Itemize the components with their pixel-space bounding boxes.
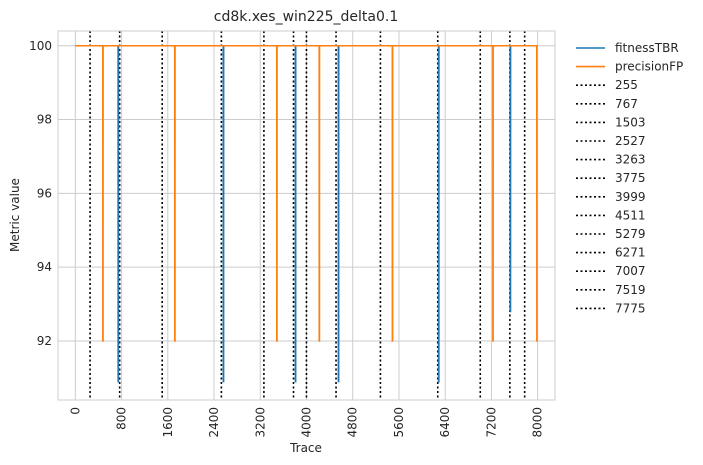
y-tick-label: 100 <box>29 39 52 53</box>
legend-label: 6271 <box>615 246 646 260</box>
legend-label: 7775 <box>615 301 646 315</box>
x-tick-label: 2400 <box>207 407 221 438</box>
y-tick-labels: 92 94 96 98 100 <box>29 39 52 348</box>
y-tick-label: 98 <box>37 113 52 127</box>
x-tick-label: 4000 <box>300 407 314 438</box>
x-tick-labels: 0 800 1600 2400 3200 4000 4800 5600 6400 7200 8000 <box>68 407 544 438</box>
legend-label: 2527 <box>615 134 646 148</box>
series-lines <box>75 44 538 383</box>
y-axis-label: Metric value <box>8 178 22 252</box>
x-tick-label: 0 <box>68 407 82 415</box>
chart-title: cd8k.xes_win225_delta0.1 <box>214 9 398 25</box>
y-tick-label: 92 <box>37 334 52 348</box>
x-tick-label: 1600 <box>161 407 175 438</box>
legend-label: 1503 <box>615 115 646 129</box>
legend-label: 7007 <box>615 264 646 278</box>
legend-label: 3775 <box>615 171 646 185</box>
x-axis-label: Trace <box>289 441 322 455</box>
legend-label: 4511 <box>615 208 646 222</box>
x-tick-label: 6400 <box>438 407 452 438</box>
x-tick-label: 4800 <box>346 407 360 438</box>
x-tick-label: 8000 <box>531 407 545 438</box>
legend-label: 3263 <box>615 153 646 167</box>
legend: fitnessTBR precisionFP 255 767 1503 2527 3263 3… <box>576 41 683 315</box>
x-tick-label: 5600 <box>392 407 406 438</box>
legend-label: fitnessTBR <box>615 41 679 55</box>
x-tick-label: 3200 <box>253 407 267 438</box>
legend-label: 3999 <box>615 190 646 204</box>
series-line-precisionFP <box>75 44 538 342</box>
legend-label: 767 <box>615 97 638 111</box>
legend-label: precisionFP <box>615 60 683 74</box>
y-tick-label: 94 <box>37 260 52 274</box>
plot-frame <box>57 30 556 401</box>
legend-label: 255 <box>615 78 638 92</box>
y-tick-label: 96 <box>37 186 52 200</box>
legend-label: 7519 <box>615 283 646 297</box>
legend-label: 5279 <box>615 227 646 241</box>
x-tick-label: 7200 <box>484 407 498 438</box>
x-tick-label: 800 <box>115 407 129 430</box>
